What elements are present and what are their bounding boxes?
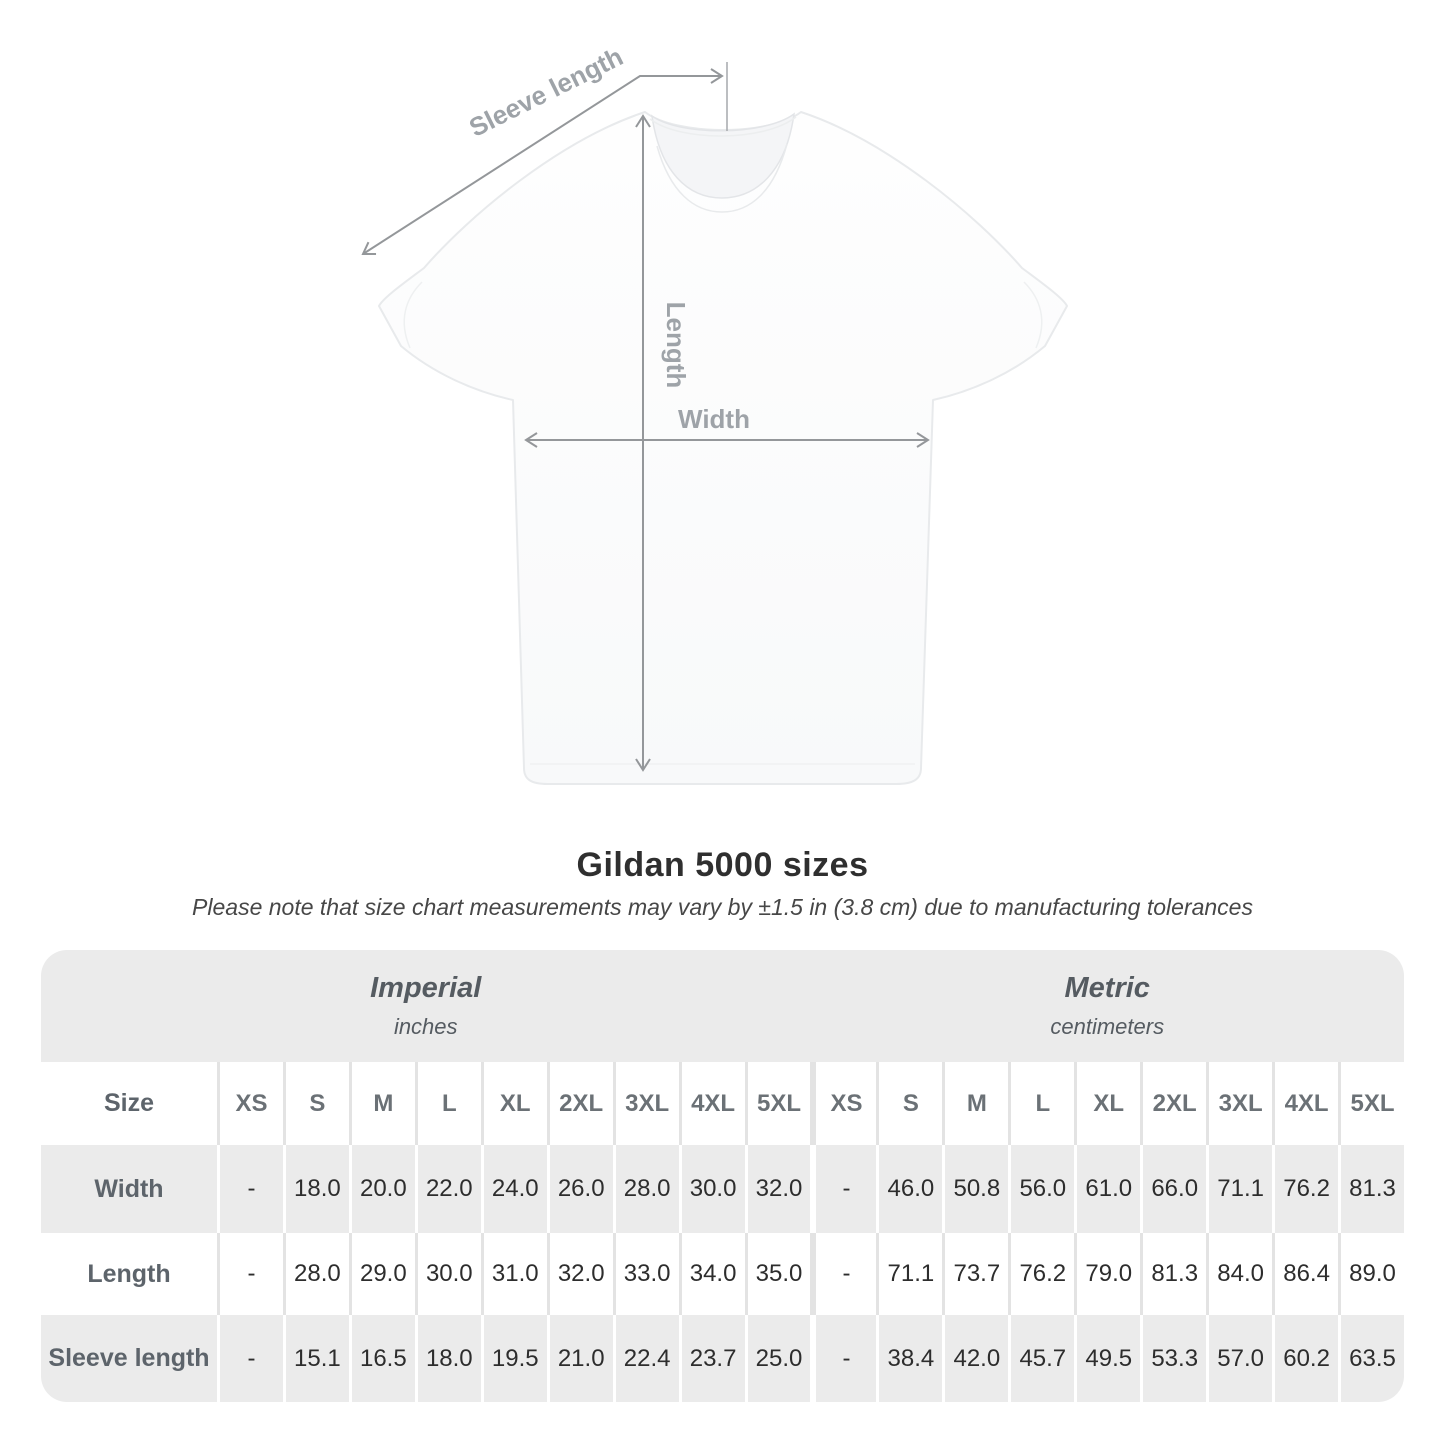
tshirt-diagram: Sleeve length Length Width bbox=[361, 41, 1068, 785]
cell-width-imperial-2xl: 26.0 bbox=[546, 1145, 613, 1233]
cell-sleeve-length-imperial-4xl: 23.7 bbox=[678, 1315, 745, 1402]
cell-sleeve-length-imperial-xl: 19.5 bbox=[480, 1315, 547, 1402]
right-sleeve-stitch bbox=[1023, 281, 1043, 349]
imperial-group-unit: inches bbox=[393, 1014, 458, 1039]
sleeve-length-arrow bbox=[361, 68, 724, 256]
row-label-width: Width bbox=[41, 1145, 217, 1233]
cell-width-metric-xl: 61.0 bbox=[1074, 1145, 1141, 1233]
metric-group-header: Metric centimeters bbox=[810, 950, 1404, 1062]
cell-length-metric-s: 71.1 bbox=[876, 1233, 943, 1315]
col-header-metric-xl: XL bbox=[1074, 1062, 1141, 1145]
size-table: Imperial inches Metric centimeters Size X… bbox=[41, 950, 1404, 1402]
row-label-length: Length bbox=[41, 1233, 217, 1315]
cell-length-imperial-xs: - bbox=[217, 1233, 283, 1315]
page-subtitle: Please note that size chart measurements… bbox=[192, 894, 1253, 920]
col-header-metric-2xl: 2XL bbox=[1140, 1062, 1207, 1145]
cell-width-imperial-xs: - bbox=[217, 1145, 283, 1233]
width-label: Width bbox=[678, 404, 750, 434]
cell-width-imperial-5xl: 32.0 bbox=[744, 1145, 811, 1233]
cell-sleeve-length-imperial-5xl: 25.0 bbox=[744, 1315, 811, 1402]
cell-length-metric-l: 76.2 bbox=[1008, 1233, 1075, 1315]
col-header-imperial-3xl: 3XL bbox=[612, 1062, 679, 1145]
cell-length-metric-xs: - bbox=[810, 1233, 877, 1315]
col-header-imperial-4xl: 4XL bbox=[678, 1062, 745, 1145]
sleeve-length-label: Sleeve length bbox=[464, 41, 627, 143]
left-sleeve-stitch bbox=[403, 281, 423, 349]
cell-length-metric-2xl: 81.3 bbox=[1140, 1233, 1207, 1315]
length-label: Length bbox=[661, 302, 691, 389]
cell-width-metric-2xl: 66.0 bbox=[1140, 1145, 1207, 1233]
col-header-imperial-m: M bbox=[348, 1062, 415, 1145]
cell-width-imperial-4xl: 30.0 bbox=[678, 1145, 745, 1233]
cell-length-imperial-m: 29.0 bbox=[348, 1233, 415, 1315]
metric-group-unit: centimeters bbox=[1050, 1014, 1165, 1039]
col-header-metric-4xl: 4XL bbox=[1272, 1062, 1339, 1145]
col-header-imperial-xl: XL bbox=[480, 1062, 547, 1145]
cell-sleeve-length-imperial-xs: - bbox=[217, 1315, 283, 1402]
cell-length-imperial-5xl: 35.0 bbox=[744, 1233, 811, 1315]
cell-width-metric-s: 46.0 bbox=[876, 1145, 943, 1233]
cell-length-imperial-3xl: 33.0 bbox=[612, 1233, 679, 1315]
col-header-metric-3xl: 3XL bbox=[1206, 1062, 1273, 1145]
cell-length-imperial-xl: 31.0 bbox=[480, 1233, 547, 1315]
cell-length-imperial-l: 30.0 bbox=[414, 1233, 481, 1315]
row-label-sleeve-length: Sleeve length bbox=[41, 1315, 217, 1402]
col-header-imperial-l: L bbox=[414, 1062, 481, 1145]
cell-sleeve-length-metric-2xl: 53.3 bbox=[1140, 1315, 1207, 1402]
col-header-metric-xs: XS bbox=[810, 1062, 877, 1145]
tshirt-body bbox=[378, 111, 1068, 785]
cell-width-metric-3xl: 71.1 bbox=[1206, 1145, 1273, 1233]
cell-sleeve-length-metric-3xl: 57.0 bbox=[1206, 1315, 1273, 1402]
cell-length-imperial-4xl: 34.0 bbox=[678, 1233, 745, 1315]
cell-sleeve-length-metric-s: 38.4 bbox=[876, 1315, 943, 1402]
cell-sleeve-length-imperial-l: 18.0 bbox=[414, 1315, 481, 1402]
cell-sleeve-length-metric-xl: 49.5 bbox=[1074, 1315, 1141, 1402]
cell-width-imperial-l: 22.0 bbox=[414, 1145, 481, 1233]
cell-sleeve-length-metric-xs: - bbox=[810, 1315, 877, 1402]
size-column-header: Size bbox=[41, 1062, 217, 1145]
col-header-imperial-s: S bbox=[282, 1062, 349, 1145]
cell-length-imperial-2xl: 32.0 bbox=[546, 1233, 613, 1315]
cell-width-metric-4xl: 76.2 bbox=[1272, 1145, 1339, 1233]
cell-width-imperial-3xl: 28.0 bbox=[612, 1145, 679, 1233]
cell-length-imperial-s: 28.0 bbox=[282, 1233, 349, 1315]
cell-width-metric-m: 50.8 bbox=[942, 1145, 1009, 1233]
col-header-imperial-2xl: 2XL bbox=[546, 1062, 613, 1145]
cell-width-metric-5xl: 81.3 bbox=[1338, 1145, 1404, 1233]
cell-width-metric-xs: - bbox=[810, 1145, 877, 1233]
cell-width-imperial-s: 18.0 bbox=[282, 1145, 349, 1233]
col-header-imperial-xs: XS bbox=[217, 1062, 283, 1145]
cell-sleeve-length-metric-m: 42.0 bbox=[942, 1315, 1009, 1402]
cell-sleeve-length-metric-4xl: 60.2 bbox=[1272, 1315, 1339, 1402]
imperial-group-title: Imperial bbox=[370, 972, 482, 1004]
cell-length-metric-3xl: 84.0 bbox=[1206, 1233, 1273, 1315]
cell-sleeve-length-imperial-s: 15.1 bbox=[282, 1315, 349, 1402]
cell-sleeve-length-imperial-m: 16.5 bbox=[348, 1315, 415, 1402]
cell-width-imperial-m: 20.0 bbox=[348, 1145, 415, 1233]
cell-sleeve-length-metric-l: 45.7 bbox=[1008, 1315, 1075, 1402]
col-header-metric-l: L bbox=[1008, 1062, 1075, 1145]
col-header-metric-5xl: 5XL bbox=[1338, 1062, 1404, 1145]
imperial-group-header: Imperial inches bbox=[41, 950, 811, 1062]
col-header-metric-m: M bbox=[942, 1062, 1009, 1145]
cell-width-imperial-xl: 24.0 bbox=[480, 1145, 547, 1233]
page-title: Gildan 5000 sizes bbox=[576, 846, 869, 884]
col-header-imperial-5xl: 5XL bbox=[744, 1062, 811, 1145]
cell-length-metric-5xl: 89.0 bbox=[1338, 1233, 1404, 1315]
col-header-metric-s: S bbox=[876, 1062, 943, 1145]
cell-length-metric-xl: 79.0 bbox=[1074, 1233, 1141, 1315]
cell-length-metric-4xl: 86.4 bbox=[1272, 1233, 1339, 1315]
metric-group-title: Metric bbox=[1064, 972, 1150, 1004]
cell-sleeve-length-imperial-2xl: 21.0 bbox=[546, 1315, 613, 1402]
cell-length-metric-m: 73.7 bbox=[942, 1233, 1009, 1315]
cell-width-metric-l: 56.0 bbox=[1008, 1145, 1075, 1233]
cell-sleeve-length-imperial-3xl: 22.4 bbox=[612, 1315, 679, 1402]
cell-sleeve-length-metric-5xl: 63.5 bbox=[1338, 1315, 1404, 1402]
